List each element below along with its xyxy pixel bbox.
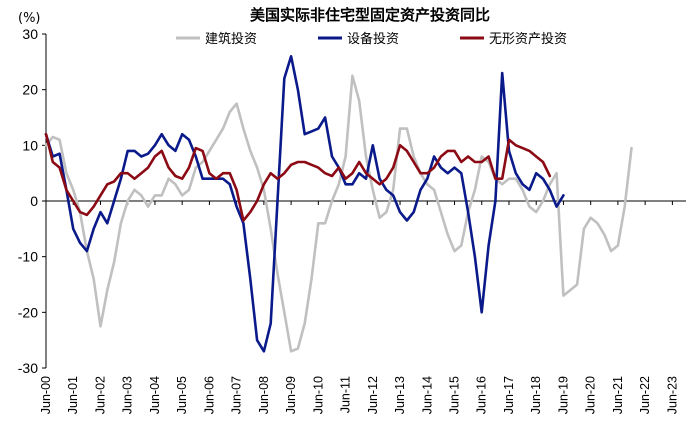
y-tick-label: 30 [22, 26, 38, 42]
legend-label-1: 设备投资 [347, 31, 399, 47]
x-tick-label: Jun-09 [284, 376, 298, 414]
series-line-2 [44, 132, 552, 222]
x-tick-label: Jun-05 [175, 376, 189, 414]
x-tick-label: Jun-01 [66, 376, 80, 414]
x-tick-label: Jun-21 [611, 376, 625, 414]
x-tick-label: Jun-20 [584, 376, 598, 414]
series-line-0 [44, 74, 633, 353]
x-tick-label: Jun-02 [93, 376, 107, 414]
x-tick-label: Jun-17 [502, 376, 516, 414]
x-tick-label: Jun-00 [39, 376, 53, 414]
x-tick-label: Jun-10 [311, 376, 325, 414]
x-tick-label: Jun-16 [475, 376, 489, 414]
y-tick-label: -20 [18, 304, 38, 320]
x-tick-label: Jun-23 [665, 376, 679, 414]
x-tick-label: Jun-11 [339, 376, 353, 413]
plot-area [44, 55, 633, 353]
x-tick-label: Jun-18 [529, 376, 543, 414]
x-tick-label: Jun-19 [556, 376, 570, 414]
y-tick-label: 10 [22, 137, 38, 153]
x-tick-label: Jun-15 [448, 376, 462, 414]
y-tick-label: -10 [18, 249, 38, 265]
x-tick-label: Jun-06 [202, 376, 216, 414]
x-tick-label: Jun-04 [148, 376, 162, 414]
x-tick-label: Jun-22 [638, 376, 652, 414]
x-tick-label: Jun-12 [366, 376, 380, 414]
y-tick-label: 0 [30, 193, 38, 209]
x-tick-label: Jun-07 [230, 376, 244, 414]
y-axis-unit: (%) [18, 11, 41, 26]
legend-label-2: 无形资产投资 [489, 31, 567, 47]
y-axis: -30 -20 -10 0 10 20 30 [18, 26, 47, 376]
x-axis: Jun-00 Jun-01 Jun-02 Jun-03 Jun-04 Jun-05 Jun-… [39, 200, 686, 414]
series-line-1 [44, 55, 565, 353]
x-tick-label: Jun-03 [121, 376, 135, 414]
chart-title: 美国实际非住宅型固定资产投资同比 [250, 6, 490, 24]
x-tick-label: Jun-08 [257, 376, 271, 414]
x-tick-label: Jun-13 [393, 376, 407, 414]
x-tick-label: Jun-14 [420, 376, 434, 414]
legend: 建筑投资 设备投资 无形资产投资 [176, 31, 567, 47]
legend-label-0: 建筑投资 [205, 31, 257, 47]
y-tick-label: 20 [22, 82, 38, 98]
y-tick-label: -30 [18, 360, 38, 376]
